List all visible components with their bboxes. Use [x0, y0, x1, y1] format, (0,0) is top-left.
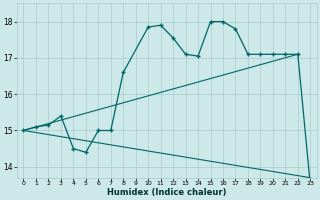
X-axis label: Humidex (Indice chaleur): Humidex (Indice chaleur): [107, 188, 227, 197]
